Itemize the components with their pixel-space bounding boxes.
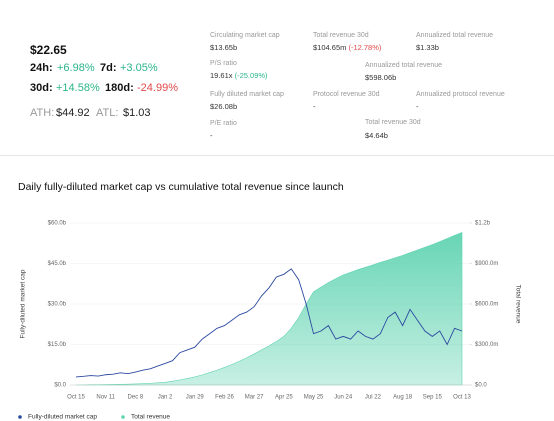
chart: Daily fully-diluted market cap vs cumula… (18, 181, 521, 421)
metric-label: Total revenue 30d (365, 119, 421, 126)
metric-value: $598.06b (365, 73, 397, 82)
y2-tick-label: $0.0 (475, 383, 487, 389)
x-tick-label: Jan 2 (158, 395, 173, 401)
y-tick-label: $45.0b (48, 261, 67, 267)
price: $22.65 (30, 43, 67, 57)
change: (-12.78%) (348, 43, 382, 52)
legend-swatch (18, 415, 22, 419)
y-tick-label: $60.0b (48, 221, 67, 227)
change-value: +6.98% (57, 62, 95, 74)
separator (0, 155, 554, 156)
metric-label: Protocol revenue 30d (313, 91, 380, 98)
metric-value: 19.61x (-25.09%) (210, 71, 268, 80)
x-tick-label: May 25 (304, 395, 324, 401)
metric-value: $13.65b (210, 43, 238, 52)
change-value: +3.05% (120, 62, 158, 74)
y2-axis-label: Total revenue (514, 284, 521, 323)
ath-label: ATH: (30, 107, 55, 119)
metric-value: - (210, 131, 213, 140)
x-tick-label: Oct 13 (453, 395, 471, 401)
metric-value: $1.33b (416, 43, 439, 52)
change: (-25.09%) (234, 71, 268, 80)
value: $104.65m (313, 43, 347, 52)
x-tick-label: Feb 26 (215, 395, 234, 401)
metric-value: $4.64b (365, 131, 388, 140)
x-tick-label: Jun 24 (334, 395, 353, 401)
metric-value: - (416, 102, 419, 111)
x-tick-label: Oct 15 (67, 395, 85, 401)
metric-label: Annualized total revenue (365, 62, 443, 69)
x-tick-label: Jan 29 (186, 395, 205, 401)
change-value: -24.99% (137, 82, 178, 94)
chart-title: Daily fully-diluted market cap vs cumula… (18, 181, 344, 193)
legend-label: Total revenue (131, 414, 170, 421)
x-tick-label: Nov 11 (96, 395, 115, 401)
change-value: +14.58% (56, 82, 100, 94)
x-tick-label: Sep 15 (423, 395, 443, 401)
y2-tick-label: $600.0m (475, 302, 498, 308)
atl-label: ATL: (96, 107, 119, 119)
x-tick-label: Dec 8 (128, 395, 144, 401)
metric-label: P/E ratio (210, 120, 237, 127)
y2-tick-label: $900.0m (475, 261, 498, 267)
y-tick-label: $15.0b (48, 342, 67, 348)
y-tick-label: $30.0b (48, 302, 67, 308)
x-tick-label: Jul 22 (365, 395, 382, 401)
metric-label: Annualized total revenue (416, 32, 494, 39)
y2-tick-label: $300.0m (475, 342, 498, 348)
change-label: 180d: (105, 82, 134, 94)
y-tick-label: $0.0 (54, 383, 66, 389)
market-cap-line (75, 268, 463, 378)
metric-label: P/S ratio (210, 60, 237, 67)
metric-label: Circulating market cap (210, 32, 280, 39)
change-label: 7d: (100, 62, 117, 74)
revenue-area (75, 232, 463, 386)
x-tick-label: Mar 27 (245, 395, 264, 401)
metric-label: Annualized protocol revenue (416, 91, 505, 98)
atl-value: $1.03 (123, 107, 151, 119)
change-label: 30d: (30, 82, 53, 94)
change-label: 24h: (30, 62, 53, 74)
y-axis-label: Fully-diluted market cap (20, 269, 27, 338)
ath-value: $44.92 (56, 107, 90, 119)
legend-swatch (121, 415, 125, 419)
metric-value: $104.65m (-12.78%) (313, 43, 381, 52)
metric-label: Fully diluted market cap (210, 91, 284, 98)
legend-label: Fully-diluted market cap (28, 414, 97, 421)
metric-value: $26.08b (210, 102, 238, 111)
metric-label: Total revenue 30d (313, 32, 369, 39)
x-tick-label: Aug 18 (393, 395, 413, 401)
value: 19.61x (210, 71, 233, 80)
metric-value: - (313, 102, 316, 111)
x-tick-label: Apr 25 (275, 395, 293, 401)
y2-tick-label: $1.2b (475, 221, 491, 227)
